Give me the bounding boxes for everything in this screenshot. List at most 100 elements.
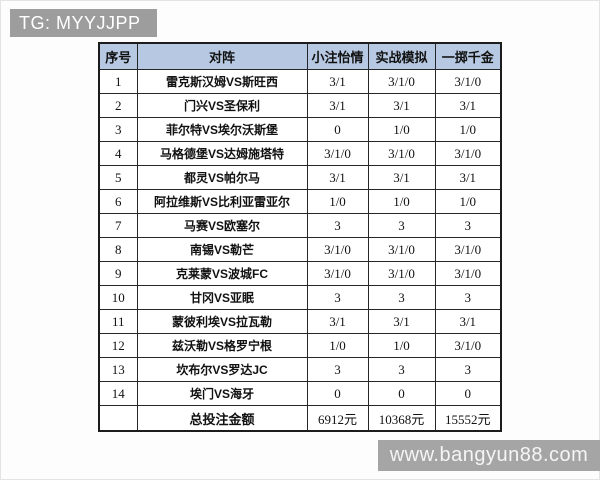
match-row: 1 雷克斯汉姆VS斯旺西 3/1 3/1/0 3/1/0 (98, 69, 502, 94)
matchup-cell: 兹沃勒VS格罗宁根 (136, 333, 308, 358)
match-row: 13 坎布尔VS罗达JC 3 3 3 (98, 357, 502, 382)
matchup-cell: 埃门VS海牙 (136, 381, 308, 406)
small-bet-cell: 3/1 (306, 93, 369, 118)
table-body: 1 雷克斯汉姆VS斯旺西 3/1 3/1/0 3/1/0 2 门兴VS圣保利 3/1 3/1 3/… (98, 69, 502, 432)
simulation-cell: 3/1/0 (367, 237, 436, 262)
total-empty-cell (98, 405, 138, 432)
match-number-cell: 6 (98, 189, 138, 214)
match-row: 10 甘冈VS亚眠 3 3 3 (98, 285, 502, 310)
match-number-cell: 14 (98, 381, 138, 406)
column-header-index: 序号 (98, 42, 138, 70)
small-bet-cell: 3 (306, 285, 369, 310)
big-bet-cell: 1/0 (434, 117, 502, 142)
match-number-cell: 9 (98, 261, 138, 286)
match-number-cell: 3 (98, 117, 138, 142)
small-bet-cell: 1/0 (306, 189, 369, 214)
big-bet-cell: 0 (434, 381, 502, 406)
total-big-bet-cell: 15552元 (434, 405, 502, 432)
simulation-cell: 1/0 (367, 117, 436, 142)
matchup-cell: 马赛VS欧塞尔 (136, 213, 308, 238)
simulation-cell: 3/1/0 (367, 261, 436, 286)
simulation-cell: 3/1 (367, 309, 436, 334)
tag-bar: TG: MYYJJPP (10, 9, 157, 37)
total-label-cell: 总投注金额 (136, 405, 308, 432)
matchup-cell: 菲尔特VS埃尔沃斯堡 (136, 117, 308, 142)
match-row: 2 门兴VS圣保利 3/1 3/1 3/1 (98, 93, 502, 118)
match-row: 11 蒙彼利埃VS拉瓦勒 3/1 3/1 3/1 (98, 309, 502, 334)
small-bet-cell: 3 (306, 213, 369, 238)
matchup-cell: 都灵VS帕尔马 (136, 165, 308, 190)
match-number-cell: 10 (98, 285, 138, 310)
simulation-cell: 0 (367, 381, 436, 406)
match-row: 7 马赛VS欧塞尔 3 3 3 (98, 213, 502, 238)
matchup-cell: 克莱蒙VS波城FC (136, 261, 308, 286)
big-bet-cell: 3/1/0 (434, 141, 502, 166)
matchup-cell: 阿拉维斯VS比利亚雷亚尔 (136, 189, 308, 214)
table-header-row: 序号 对阵 小注怡情 实战模拟 一掷千金 (98, 42, 502, 70)
simulation-cell: 1/0 (367, 333, 436, 358)
match-row: 8 南锡VS勒芒 3/1/0 3/1/0 3/1/0 (98, 237, 502, 262)
matchup-cell: 南锡VS勒芒 (136, 237, 308, 262)
simulation-cell: 3/1 (367, 93, 436, 118)
small-bet-cell: 3/1 (306, 309, 369, 334)
match-row: 14 埃门VS海牙 0 0 0 (98, 381, 502, 406)
match-number-cell: 4 (98, 141, 138, 166)
simulation-cell: 1/0 (367, 189, 436, 214)
small-bet-cell: 3/1/0 (306, 237, 369, 262)
match-number-cell: 11 (98, 309, 138, 334)
column-header-matchup: 对阵 (136, 42, 308, 70)
small-bet-cell: 1/0 (306, 333, 369, 358)
simulation-cell: 3 (367, 213, 436, 238)
big-bet-cell: 3 (434, 285, 502, 310)
small-bet-cell: 0 (306, 381, 369, 406)
match-number-cell: 12 (98, 333, 138, 358)
simulation-cell: 3 (367, 357, 436, 382)
column-header-small-bet: 小注怡情 (306, 42, 369, 70)
big-bet-cell: 3/1/0 (434, 69, 502, 94)
small-bet-cell: 3/1 (306, 69, 369, 94)
match-row: 4 马格德堡VS达姆施塔特 3/1/0 3/1/0 3/1/0 (98, 141, 502, 166)
big-bet-cell: 3 (434, 213, 502, 238)
column-header-simulation: 实战模拟 (367, 42, 436, 70)
tag-bar-label: TG: MYYJJPP (19, 13, 141, 33)
big-bet-cell: 3 (434, 357, 502, 382)
simulation-cell: 3/1/0 (367, 141, 436, 166)
match-row: 5 都灵VS帕尔马 3/1 3/1 3/1 (98, 165, 502, 190)
bet-table: 序号 对阵 小注怡情 实战模拟 一掷千金 1 雷克斯汉姆VS斯旺西 3/1 3/1/0… (98, 42, 502, 432)
small-bet-cell: 3/1 (306, 165, 369, 190)
total-small-bet-cell: 6912元 (306, 405, 369, 432)
simulation-cell: 3 (367, 285, 436, 310)
matchup-cell: 门兴VS圣保利 (136, 93, 308, 118)
match-number-cell: 7 (98, 213, 138, 238)
big-bet-cell: 3/1/0 (434, 261, 502, 286)
big-bet-cell: 3/1 (434, 93, 502, 118)
matchup-cell: 蒙彼利埃VS拉瓦勒 (136, 309, 308, 334)
big-bet-cell: 1/0 (434, 189, 502, 214)
match-row: 6 阿拉维斯VS比利亚雷亚尔 1/0 1/0 1/0 (98, 189, 502, 214)
match-number-cell: 1 (98, 69, 138, 94)
watermark-label: www.bangyun88.com (389, 444, 589, 466)
small-bet-cell: 0 (306, 117, 369, 142)
column-header-big-bet: 一掷千金 (434, 42, 502, 70)
match-number-cell: 13 (98, 357, 138, 382)
match-row: 9 克莱蒙VS波城FC 3/1/0 3/1/0 3/1/0 (98, 261, 502, 286)
big-bet-cell: 3/1 (434, 165, 502, 190)
matchup-cell: 雷克斯汉姆VS斯旺西 (136, 69, 308, 94)
small-bet-cell: 3 (306, 357, 369, 382)
total-simulation-cell: 10368元 (367, 405, 436, 432)
match-number-cell: 8 (98, 237, 138, 262)
watermark-bar: www.bangyun88.com (378, 440, 600, 471)
matchup-cell: 马格德堡VS达姆施塔特 (136, 141, 308, 166)
big-bet-cell: 3/1 (434, 309, 502, 334)
match-number-cell: 2 (98, 93, 138, 118)
small-bet-cell: 3/1/0 (306, 141, 369, 166)
matchup-cell: 甘冈VS亚眠 (136, 285, 308, 310)
match-number-cell: 5 (98, 165, 138, 190)
big-bet-cell: 3/1/0 (434, 237, 502, 262)
match-row: 3 菲尔特VS埃尔沃斯堡 0 1/0 1/0 (98, 117, 502, 142)
simulation-cell: 3/1/0 (367, 69, 436, 94)
total-row: 总投注金额 6912元 10368元 15552元 (98, 405, 502, 432)
big-bet-cell: 3/1/0 (434, 333, 502, 358)
small-bet-cell: 3/1/0 (306, 261, 369, 286)
